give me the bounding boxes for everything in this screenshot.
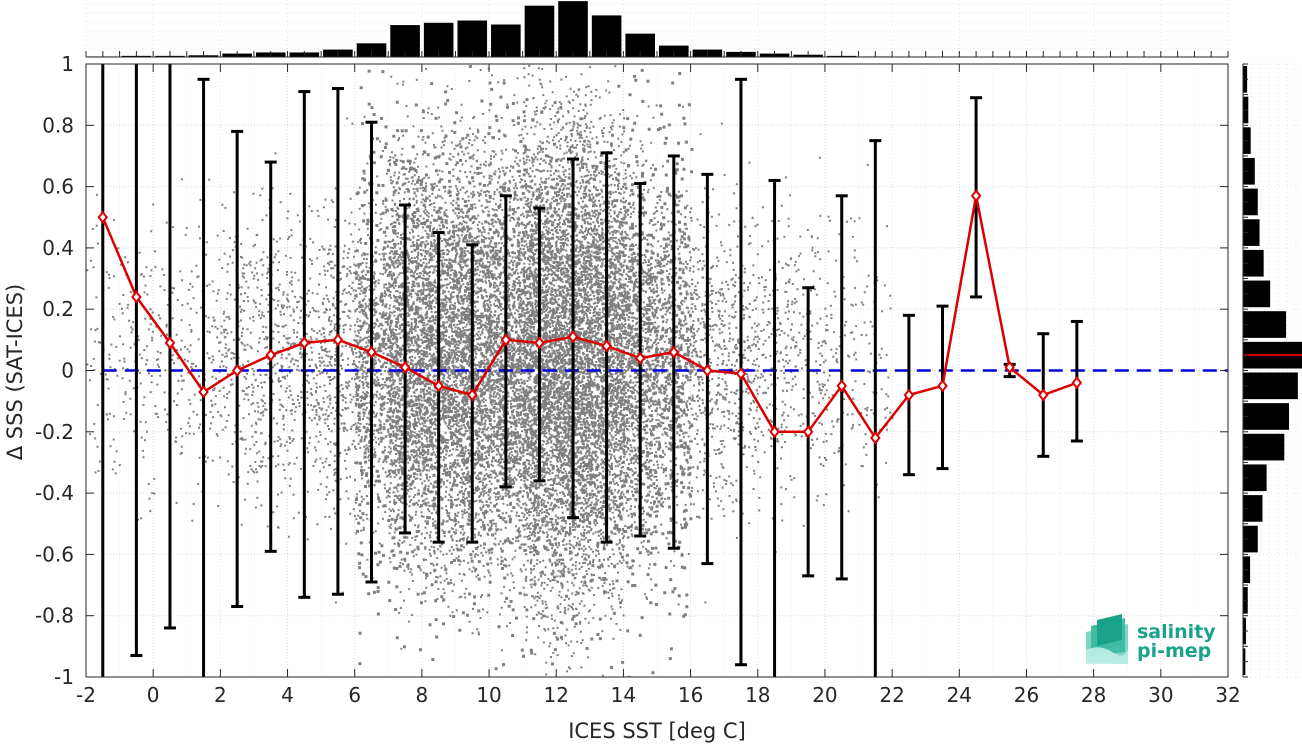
sst-histogram-bar: [356, 43, 387, 57]
mean-marker: [702, 363, 713, 378]
x-tick-label: 24: [947, 683, 972, 707]
mean-marker: [131, 290, 142, 304]
mean-marker: [466, 388, 478, 402]
x-tick-label: 8: [416, 683, 429, 707]
x-tick-label: 12: [544, 683, 569, 707]
mean-marker: [836, 379, 848, 393]
x-tick-label: 10: [476, 683, 501, 707]
dsss-histogram-bar: [1243, 311, 1287, 338]
scatter-points: [86, 64, 894, 677]
dsss-histogram-bar: [1243, 495, 1263, 522]
sst-histogram-bar: [558, 1, 588, 58]
dsss-histogram-bar: [1243, 525, 1258, 553]
dsss-histogram-bar: [1243, 464, 1267, 492]
y-tick-label: 0.8: [42, 113, 74, 137]
x-tick-label: 18: [745, 683, 770, 707]
mean-marker: [903, 388, 915, 402]
dsss-histogram-panel: [1242, 63, 1302, 678]
x-axis-label: ICES SST [deg C]: [568, 719, 746, 743]
mean-marker: [1071, 376, 1083, 390]
sst-histogram-bar: [524, 5, 555, 57]
sst-histogram-bar: [591, 15, 622, 58]
sst-histogram-panel: [85, 0, 1229, 58]
dsss-histogram-bar: [1243, 433, 1285, 461]
x-tick-label: 26: [1014, 683, 1039, 707]
mean-marker: [198, 385, 209, 399]
mean-marker: [970, 189, 982, 203]
y-tick-label: 0.6: [42, 175, 74, 199]
y-tick-label: -0.6: [35, 542, 74, 566]
x-tick-label: 30: [1148, 683, 1173, 707]
mean-marker: [1037, 388, 1049, 402]
mean-difference-line: [101, 195, 1078, 441]
dsss-histogram-bar: [1243, 157, 1255, 185]
sst-histogram-bar: [457, 20, 488, 57]
mean-marker: [332, 333, 344, 347]
mean-marker: [937, 379, 948, 393]
x-tick-label: 6: [348, 683, 361, 707]
mean-marker: [802, 425, 814, 439]
x-tick-label: 2: [214, 683, 227, 707]
x-tick-label: 32: [1215, 683, 1240, 707]
mean-marker: [601, 339, 612, 353]
main-plot: -2 0 2 4 6 8 10 12 14 16 18 20 22 24 26 28 30 32 10.80.60…: [35, 52, 1241, 707]
y-tick-label: 0.2: [42, 297, 74, 321]
mean-marker: [366, 345, 377, 359]
mean-marker: [1004, 360, 1015, 375]
dsss-histogram-bar: [1243, 219, 1260, 246]
y-tick-label: -0.4: [35, 481, 74, 505]
dsss-histogram-bar: [1243, 372, 1298, 400]
y-tick-label: 0.4: [42, 236, 74, 260]
mean-marker: [567, 330, 579, 344]
x-tick-label: 0: [147, 683, 160, 707]
mean-marker: [769, 425, 780, 439]
x-tick-label: 22: [879, 683, 904, 707]
sst-histogram-bar: [625, 33, 655, 57]
mean-marker: [399, 360, 411, 375]
dsss-histogram-bar: [1243, 403, 1290, 430]
mean-marker: [97, 210, 109, 224]
mean-marker: [534, 336, 545, 350]
mean-marker: [265, 348, 277, 362]
x-tick-label: 16: [678, 683, 703, 707]
y-tick-label: 1: [61, 52, 74, 76]
wave-logo-icon: [1086, 614, 1128, 664]
logo-line-2: pi-mep: [1137, 640, 1211, 662]
mean-marker: [735, 366, 747, 381]
mean-marker: [870, 431, 881, 445]
mean-marker: [668, 345, 680, 359]
y-tick-label: -0.8: [35, 604, 74, 628]
salinity-pi-mep-logo: salinity pi-mep: [1086, 614, 1216, 664]
mean-marker: [231, 363, 243, 378]
logo-line-1: salinity: [1137, 621, 1216, 643]
mean-marker: [164, 336, 176, 350]
y-axis-label: Δ SSS (SAT-ICES): [3, 284, 27, 460]
dsss-histogram-bar: [1243, 249, 1264, 277]
x-tick-label: 14: [611, 683, 636, 707]
x-tick-label: 20: [812, 683, 837, 707]
x-tick-label: 4: [281, 683, 294, 707]
mean-marker: [433, 379, 444, 393]
x-tick-label: 28: [1081, 683, 1106, 707]
y-tick-label: 0: [61, 359, 74, 383]
y-tick-label: -0.2: [35, 420, 74, 444]
dsss-histogram-bar: [1243, 188, 1258, 216]
mean-marker: [500, 333, 512, 347]
y-tick-label: -1: [54, 665, 74, 689]
mean-marker: [634, 351, 646, 365]
x-tick-label: -2: [76, 683, 96, 707]
mean-marker: [299, 336, 310, 350]
